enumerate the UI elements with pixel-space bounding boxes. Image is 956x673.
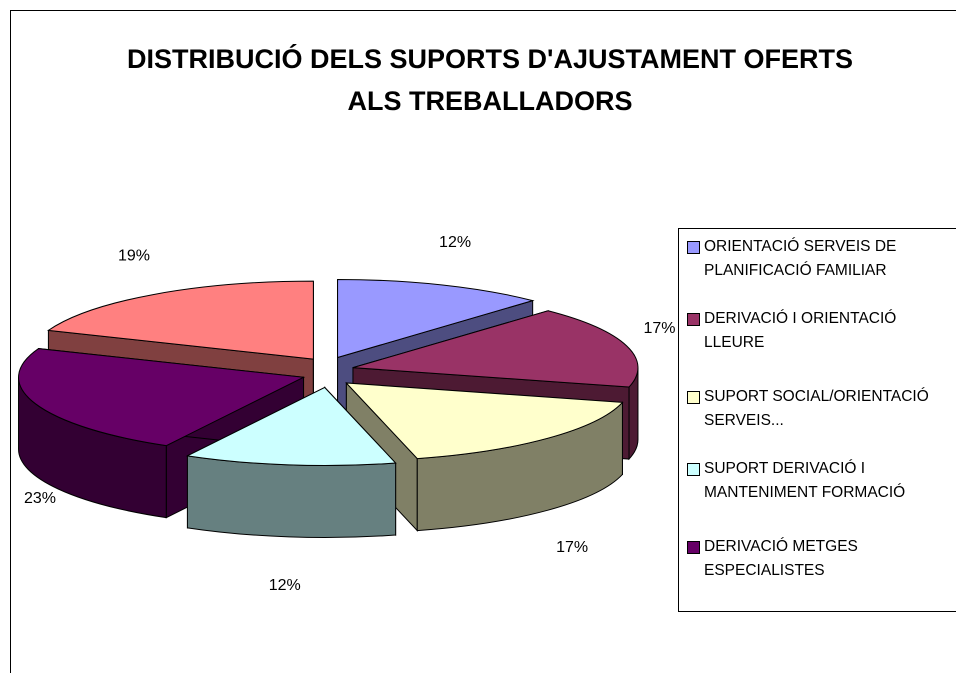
legend-entry: DERIVACIÓ METGES ESPECIALISTES xyxy=(687,535,956,583)
data-label: 17% xyxy=(643,320,675,337)
slice-top xyxy=(352,310,639,388)
legend-swatch xyxy=(687,391,700,404)
chart-title: DISTRIBUCIÓ DELS SUPORTS D'AJUSTAMENT OF… xyxy=(127,44,853,116)
legend-swatch xyxy=(687,313,700,326)
chart-frame xyxy=(10,10,956,673)
slice-top xyxy=(185,386,397,466)
slice-top xyxy=(18,348,306,447)
data-label: 17% xyxy=(556,539,588,556)
legend-label: DERIVACIÓ METGES ESPECIALISTES xyxy=(704,538,858,579)
legend-entry: SUPORT DERIVACIÓ I MANTENIMENT FORMACIÓ xyxy=(687,457,956,505)
slice xyxy=(185,386,397,538)
legend-label: ORIENTACIÓ SERVEIS DE PLANIFICACIÓ FAMIL… xyxy=(704,238,897,279)
legend-swatch xyxy=(687,463,700,476)
legend-label: SUPORT SOCIAL/ORIENTACIÓ SERVEIS... xyxy=(704,388,929,429)
legend-entry: DERIVACIÓ I ORIENTACIÓ LLEURE xyxy=(687,307,956,355)
legend-swatch xyxy=(687,241,700,254)
slice-top xyxy=(47,280,314,360)
legend-entry: ORIENTACIÓ SERVEIS DE PLANIFICACIÓ FAMIL… xyxy=(687,235,956,283)
slice-wall xyxy=(186,455,397,538)
data-label: 19% xyxy=(118,248,150,265)
data-label: 23% xyxy=(24,490,56,507)
legend-label: DERIVACIÓ I ORIENTACIÓ LLEURE xyxy=(704,310,897,351)
legend-swatch xyxy=(687,541,700,554)
slice-top xyxy=(337,278,535,359)
legend: ORIENTACIÓ SERVEIS DE PLANIFICACIÓ FAMIL… xyxy=(678,228,956,612)
legend-entry: SUPORT SOCIAL/ORIENTACIÓ SERVEIS... xyxy=(687,385,956,433)
data-label: 12% xyxy=(439,234,471,251)
legend-label: SUPORT DERIVACIÓ I MANTENIMENT FORMACIÓ xyxy=(704,460,906,501)
slice-top xyxy=(345,382,624,460)
data-label: 12% xyxy=(269,577,301,594)
